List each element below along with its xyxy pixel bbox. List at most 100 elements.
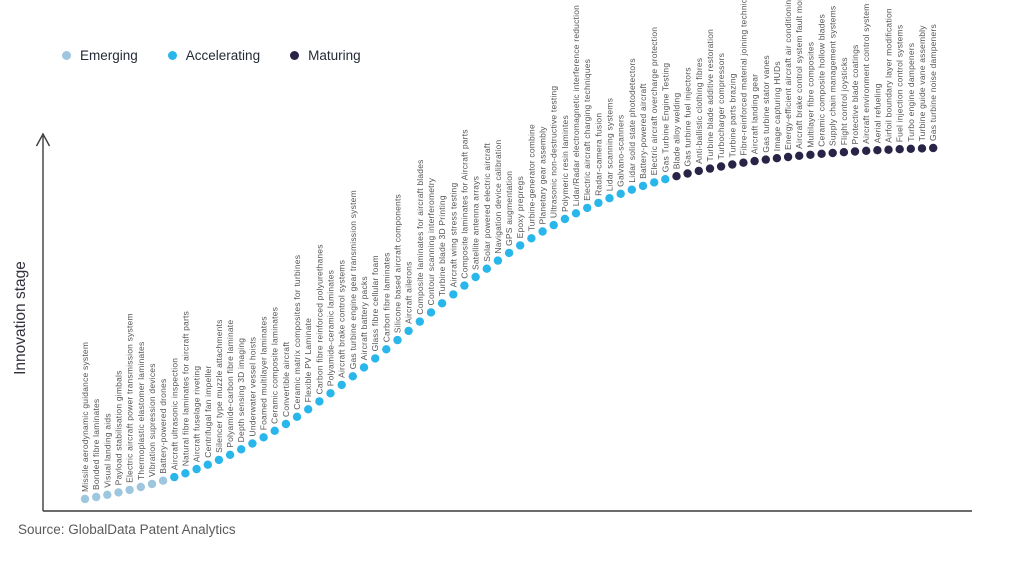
tech-label: Bonded fibre laminates <box>91 399 101 490</box>
data-point <box>158 476 168 485</box>
tech-label: Electric aircraft overcharge protection <box>649 27 659 176</box>
tech-label: Flight control joysticks <box>839 57 849 145</box>
tech-label: Carbon fibre laminates <box>381 252 391 342</box>
chart-legend: Emerging Accelerating Maturing <box>62 48 361 63</box>
tech-label: Composite laminates for Aircraft parts <box>459 129 469 278</box>
tech-label: Turbo engine dampeners <box>906 43 916 142</box>
tech-label: Battery-powered drones <box>158 379 168 474</box>
tech-label: Turbocharger compressors <box>716 53 726 160</box>
tech-label: Natural fibre laminates for aircraft par… <box>180 311 190 466</box>
data-point <box>136 482 145 492</box>
y-axis-title: Innovation stage <box>12 261 29 375</box>
data-point <box>337 380 346 390</box>
tech-label: GPS augmentation <box>504 171 514 246</box>
tech-label: Glass fibre cellular foam <box>370 255 380 351</box>
data-point <box>203 460 212 469</box>
tech-label: Navigation device calibration <box>493 140 503 254</box>
tech-label: Turbine parts brazing <box>727 73 737 157</box>
data-point <box>906 144 915 153</box>
data-point <box>437 299 447 308</box>
legend-label: Emerging <box>80 48 138 63</box>
tech-label: Depth sensing 3D imaging <box>236 338 246 443</box>
data-point <box>214 455 224 465</box>
data-point <box>739 158 748 167</box>
tech-label: Aircraft brake control systems <box>337 260 347 378</box>
tech-label: Satellite antenna arrays <box>471 176 481 270</box>
tech-label: Vibration supression devices <box>147 363 157 477</box>
tech-label: Polyamide-ceramic laminates <box>326 270 336 386</box>
data-point <box>917 144 927 153</box>
data-point <box>605 194 614 203</box>
legend-dot-icon <box>290 51 300 60</box>
tech-label: Epoxy prepregs <box>515 176 525 238</box>
data-point <box>560 214 570 224</box>
data-point <box>125 485 134 495</box>
data-point <box>225 450 235 459</box>
tech-label: Radar-camera fusion <box>593 113 603 196</box>
data-point <box>705 164 715 173</box>
data-point <box>929 143 938 153</box>
y-axis-arrow-icon <box>35 132 51 147</box>
tech-label: Composite laminates for aircraft blades <box>415 159 425 314</box>
tech-label: Ceramic composite laminates <box>270 307 280 424</box>
tech-label: Turbine guide vane assembly <box>917 25 927 142</box>
tech-label: Airfoil boundary layer modification <box>884 8 894 143</box>
data-point <box>839 148 849 157</box>
data-point <box>493 256 503 265</box>
data-point <box>538 227 547 236</box>
tech-label: Lidar scanning systems <box>605 98 615 191</box>
data-point <box>716 162 726 171</box>
tech-label: Gas turbine noise dampeners <box>928 24 938 141</box>
tech-label: Energy-efficient aircraft air conditioni… <box>783 0 793 150</box>
legend-item-emerging[interactable]: Emerging <box>62 48 138 63</box>
data-point <box>270 426 279 435</box>
tech-label: Contour scanning interferometry <box>426 177 436 305</box>
tech-label: Fuel injection control systems <box>895 25 905 143</box>
tech-label: Silicone based aircraft components <box>393 194 403 333</box>
tech-label: Underwater vessel hoists <box>247 337 257 437</box>
tech-label: Anti-ballistic clothing fibres <box>694 58 704 164</box>
data-point <box>170 472 179 482</box>
data-point <box>393 335 402 345</box>
tech-labels-layer: Missile aerodynamic guidance system Bonde… <box>80 0 938 492</box>
data-point <box>683 169 692 178</box>
legend-dot-icon <box>62 51 71 60</box>
data-point <box>281 419 291 429</box>
data-point <box>772 154 782 163</box>
data-point <box>884 145 893 154</box>
data-point <box>114 488 123 497</box>
data-point <box>672 172 681 181</box>
legend-item-maturing[interactable]: Maturing <box>290 48 361 63</box>
data-point <box>471 272 480 282</box>
tech-label: Turbine blade additive restoration <box>705 29 715 162</box>
tech-label: Aircraft brake control system fault moni… <box>794 0 804 149</box>
data-point <box>850 147 860 156</box>
data-point <box>315 397 324 406</box>
data-point <box>783 152 793 162</box>
tech-label: Polymeric resin lamintes <box>560 115 570 212</box>
tech-label: Aircraft wing stress testing <box>448 183 458 288</box>
tech-label: Aircraft landing gear <box>750 74 760 154</box>
data-point <box>80 494 90 504</box>
data-point <box>382 345 391 354</box>
tech-label: Turbine blade 3D Printing <box>437 195 447 296</box>
data-point <box>694 166 703 176</box>
tech-label: Gas turbine engine gear transmission sys… <box>348 190 358 369</box>
tech-label: Aerial refueling <box>872 83 882 143</box>
tech-label: Centrifugal fan impeller <box>203 365 213 457</box>
source-credit: Source: GlobalData Patent Analytics <box>18 522 236 537</box>
tech-label: Silencer type muzzle attachments <box>214 319 224 453</box>
tech-label: Battery-powered aircraft <box>638 83 648 179</box>
data-point <box>750 156 759 166</box>
data-point <box>761 155 770 164</box>
data-point <box>806 150 815 159</box>
data-point <box>304 405 313 414</box>
legend-item-accelerating[interactable]: Accelerating <box>167 48 260 63</box>
legend-dot-icon <box>167 51 177 60</box>
tech-label: Ceramic matrix composites for turbines <box>292 255 302 410</box>
data-point <box>326 389 335 398</box>
data-point <box>516 241 525 250</box>
tech-label: Polyamide-carbon fibre laminate <box>225 320 235 448</box>
data-point <box>92 492 101 502</box>
data-points-layer <box>80 143 938 504</box>
